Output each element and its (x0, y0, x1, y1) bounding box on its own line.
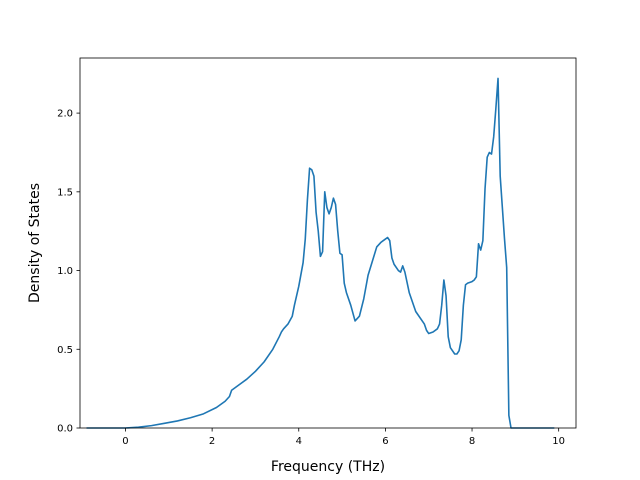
y-tick-label: 0.5 (57, 345, 73, 356)
y-tick-label: 2.0 (57, 109, 73, 120)
x-tick-label: 0 (122, 436, 128, 447)
x-tick-label: 8 (469, 436, 475, 447)
dos-line-series-0 (86, 77, 555, 429)
x-tick-label: 10 (552, 436, 565, 447)
y-tick-label: 1.0 (57, 266, 73, 277)
y-axis-label: Density of States (27, 183, 43, 303)
x-axis-ticks: 0 2 4 6 8 10 (122, 428, 565, 447)
x-tick-label: 6 (382, 436, 388, 447)
axes-frame (79, 57, 577, 429)
x-tick-label: 4 (296, 436, 302, 447)
x-axis-label: Frequency (THz) (271, 459, 385, 475)
y-tick-label: 0.0 (57, 424, 73, 435)
y-axis-ticks: 0.0 0.5 1.0 1.5 2.0 (57, 109, 80, 435)
x-tick-label: 2 (209, 436, 215, 447)
plot-area (79, 57, 577, 429)
y-tick-label: 1.5 (57, 187, 73, 198)
